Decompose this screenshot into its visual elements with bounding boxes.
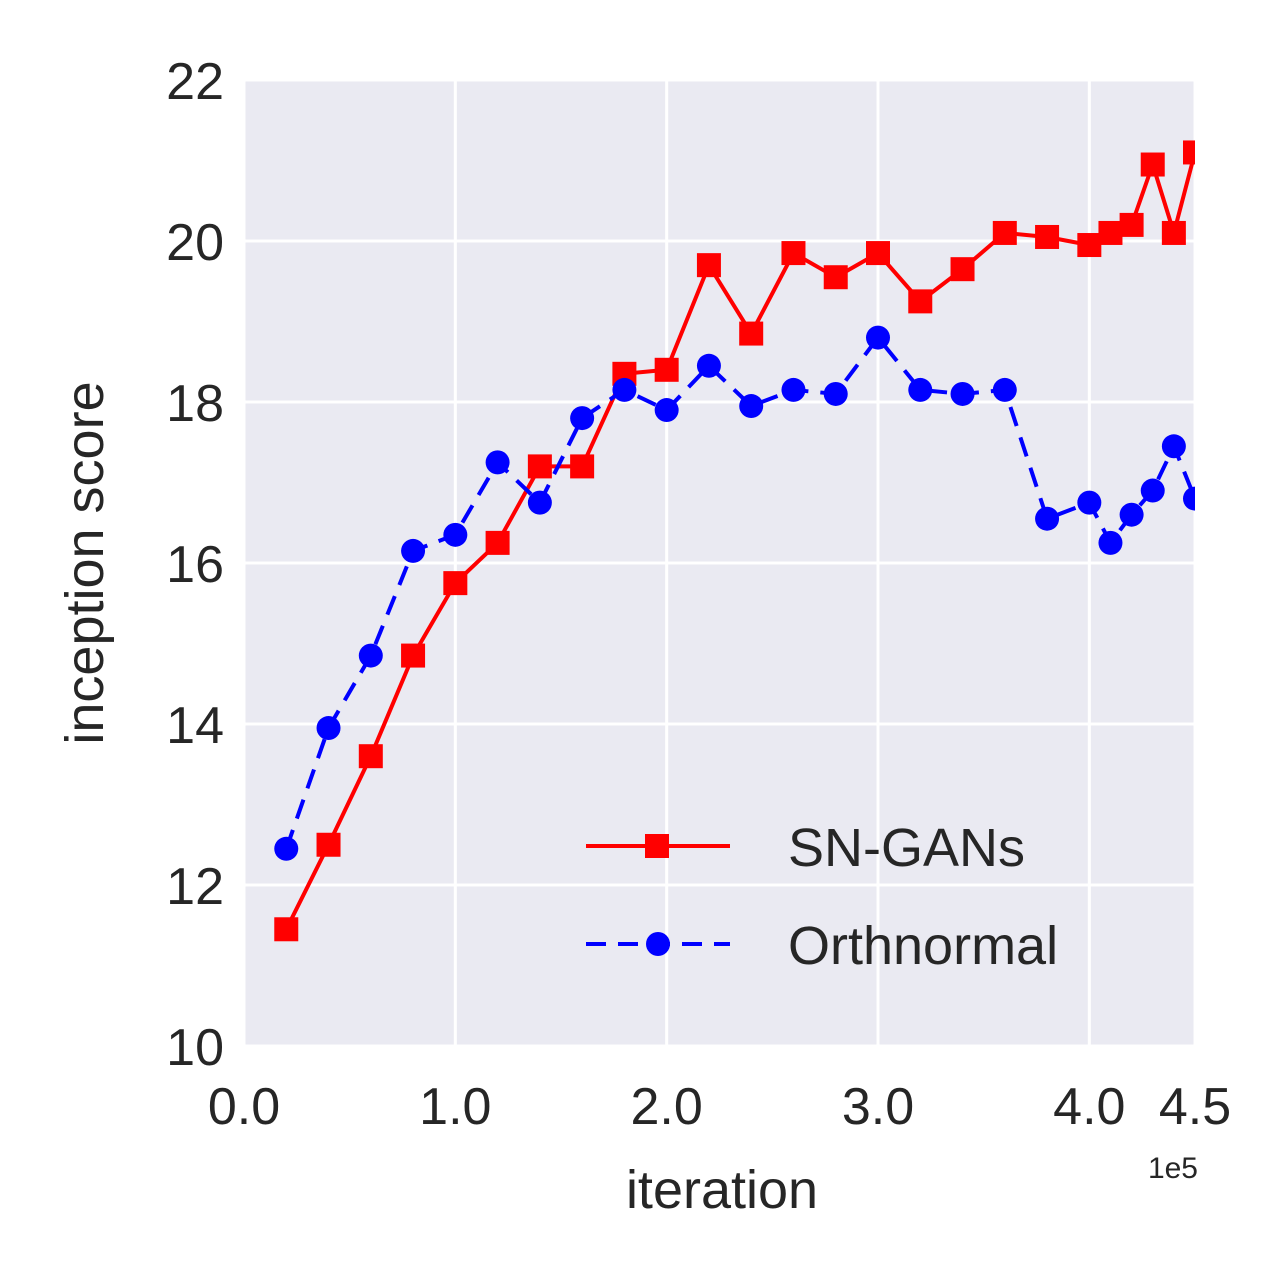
data-point [1161, 434, 1186, 459]
data-point [654, 357, 679, 382]
y-tick-label: 22 [166, 53, 224, 111]
data-point [485, 450, 510, 475]
data-point [1183, 140, 1195, 165]
series-layer [274, 140, 1195, 942]
y-tick-label: 10 [166, 1019, 224, 1077]
legend-orthnormal-marker [646, 932, 670, 956]
data-point [401, 643, 426, 668]
data-point [316, 716, 341, 741]
data-point [696, 353, 721, 378]
data-point [781, 241, 806, 266]
x-axis-label: iteration [626, 1160, 818, 1220]
legend-sngans-label: SN-GANs [788, 818, 1025, 878]
legend-orthnormal-label: Orthnormal [788, 916, 1058, 976]
data-point [612, 377, 637, 402]
data-point [274, 836, 299, 861]
y-tick-label: 12 [166, 858, 224, 916]
data-point [1140, 152, 1165, 177]
x-tick-label: 3.0 [842, 1078, 914, 1136]
data-point [1161, 220, 1186, 245]
y-tick-label: 14 [166, 697, 224, 755]
data-point [654, 398, 679, 423]
y-tick-label: 18 [166, 375, 224, 433]
data-point [866, 241, 890, 266]
data-point [401, 538, 426, 563]
data-point [527, 454, 552, 479]
data-point [1035, 506, 1060, 531]
data-point [1119, 212, 1144, 237]
data-point [908, 289, 933, 314]
series-0 [274, 140, 1195, 942]
x-tick-labels: 0.0 1.0 2.0 3.0 4.0 4.5 [208, 1078, 1231, 1136]
data-point [358, 744, 383, 769]
data-point [823, 381, 848, 406]
x-tick-label: 4.0 [1053, 1078, 1125, 1136]
y-tick-labels: 10 12 14 16 18 20 22 [166, 53, 224, 1077]
data-point [866, 325, 890, 350]
y-tick-label: 20 [166, 214, 224, 272]
data-point [739, 321, 764, 346]
data-point [1119, 502, 1144, 527]
x-tick-label: 4.5 [1159, 1078, 1231, 1136]
data-point [1140, 478, 1165, 503]
x-tick-label: 0.0 [208, 1078, 280, 1136]
data-point [570, 406, 595, 431]
data-point [1098, 530, 1123, 555]
y-axis-label: inception score [55, 381, 115, 744]
data-point [1077, 490, 1102, 515]
data-point [1183, 486, 1195, 511]
data-point [316, 832, 341, 857]
data-point [443, 571, 468, 596]
data-point [1077, 233, 1102, 258]
data-point [1098, 220, 1123, 245]
data-point [443, 522, 468, 547]
data-point [274, 917, 299, 942]
data-point [696, 253, 721, 278]
x-tick-label: 2.0 [631, 1078, 703, 1136]
data-point [950, 257, 975, 282]
x-axis-offset-label: 1e5 [1148, 1152, 1198, 1185]
data-point [570, 454, 595, 479]
data-point [992, 377, 1017, 402]
legend-sngans-marker [645, 834, 669, 858]
x-tick-label: 1.0 [419, 1078, 491, 1136]
data-point [908, 377, 933, 402]
data-point [992, 220, 1017, 245]
data-point [527, 490, 552, 515]
legend: SN-GANs Orthnormal [586, 818, 1058, 976]
y-tick-label: 16 [166, 536, 224, 594]
data-point [485, 530, 510, 555]
data-point [823, 265, 848, 290]
series-1 [274, 325, 1195, 861]
data-point [739, 394, 764, 419]
data-point [358, 643, 383, 668]
data-point [1035, 224, 1060, 249]
grid-lines [242, 78, 1197, 1048]
data-point [781, 377, 806, 402]
data-point [950, 381, 975, 406]
